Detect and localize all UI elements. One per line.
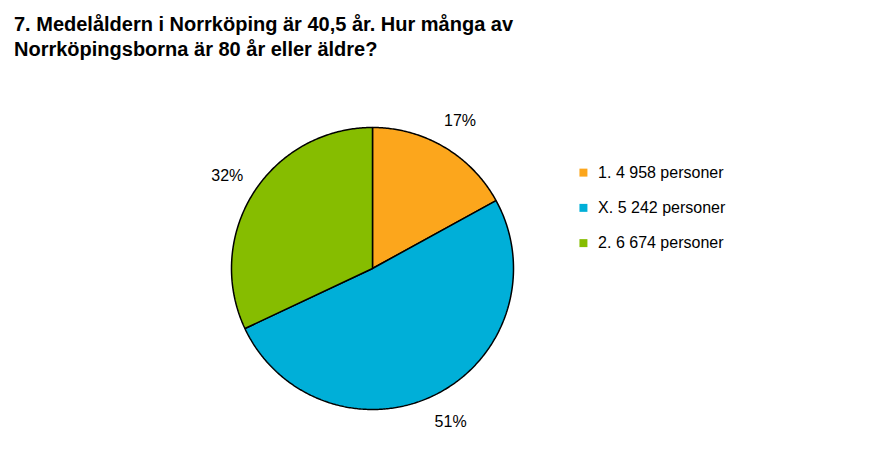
- svg-text:32%: 32%: [211, 167, 243, 184]
- svg-text:17%: 17%: [444, 112, 476, 129]
- svg-text:2. 6 674 personer: 2. 6 674 personer: [598, 234, 724, 251]
- svg-text:51%: 51%: [435, 413, 467, 430]
- svg-text:1. 4 958 personer: 1. 4 958 personer: [598, 164, 724, 181]
- html-text:7. Medelåldern i Norrköping är: 7. Medelåldern i Norrköping är 40,5 år. …: [14, 13, 514, 60]
- svg-text:X. 5 242 personer: X. 5 242 personer: [598, 199, 726, 216]
